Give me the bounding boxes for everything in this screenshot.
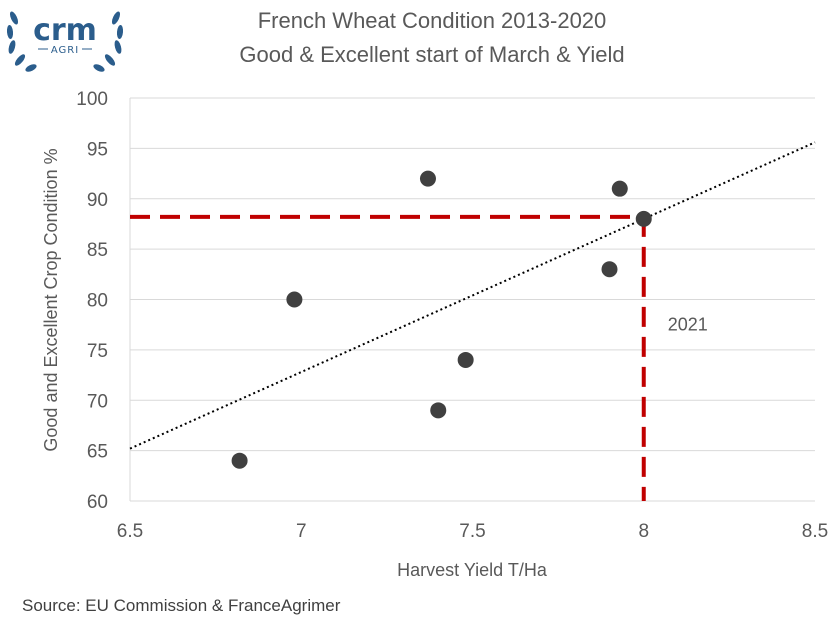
y-tick-label: 75 [87,341,108,362]
y-axis-ticks: 60 65 70 75 80 85 90 95 100 [76,89,108,513]
y-tick-label: 60 [87,492,108,513]
x-tick-label: 8 [638,521,649,542]
y-tick-label: 80 [87,291,108,312]
reference-lines: 2021 [130,214,708,501]
y-tick-label: 95 [87,139,108,160]
x-tick-label: 8.5 [802,521,828,542]
x-tick-label: 6.5 [117,521,143,542]
y-tick-label: 85 [87,240,108,261]
data-point [611,180,628,197]
x-axis-ticks: 6.5 7 7.5 8 8.5 [117,521,828,542]
logo-sub-text: AGRI [51,45,79,56]
data-point [419,170,436,187]
x-axis-label: Harvest Yield T/Ha [397,560,548,580]
laurel-right-icon [93,11,124,72]
y-axis-label: Good and Excellent Crop Condition % [41,148,61,451]
data-point [286,291,303,308]
data-point [457,351,474,368]
laurel-left-icon [6,11,37,72]
trendline-path [129,141,816,450]
data-point [430,402,447,419]
source-note: Source: EU Commission & FranceAgrimer [22,596,341,615]
data-points [231,170,652,469]
y-tick-label: 90 [87,190,108,211]
y-tick-label: 70 [87,391,108,412]
chart-title: French Wheat Condition 2013-2020 [258,8,607,33]
data-point [601,261,618,278]
y-tick-label: 65 [87,442,108,463]
reference-label: 2021 [668,315,708,335]
crm-agri-logo: crm AGRI [6,11,124,72]
logo-main-text: crm [33,13,97,48]
chart-subtitle: Good & Excellent start of March & Yield [239,42,624,67]
gridlines [129,97,815,502]
data-point [231,452,248,469]
x-tick-label: 7 [296,521,307,542]
y-tick-label: 100 [76,89,108,110]
data-point [635,210,652,227]
trendline [129,141,816,450]
x-tick-label: 7.5 [459,521,485,542]
